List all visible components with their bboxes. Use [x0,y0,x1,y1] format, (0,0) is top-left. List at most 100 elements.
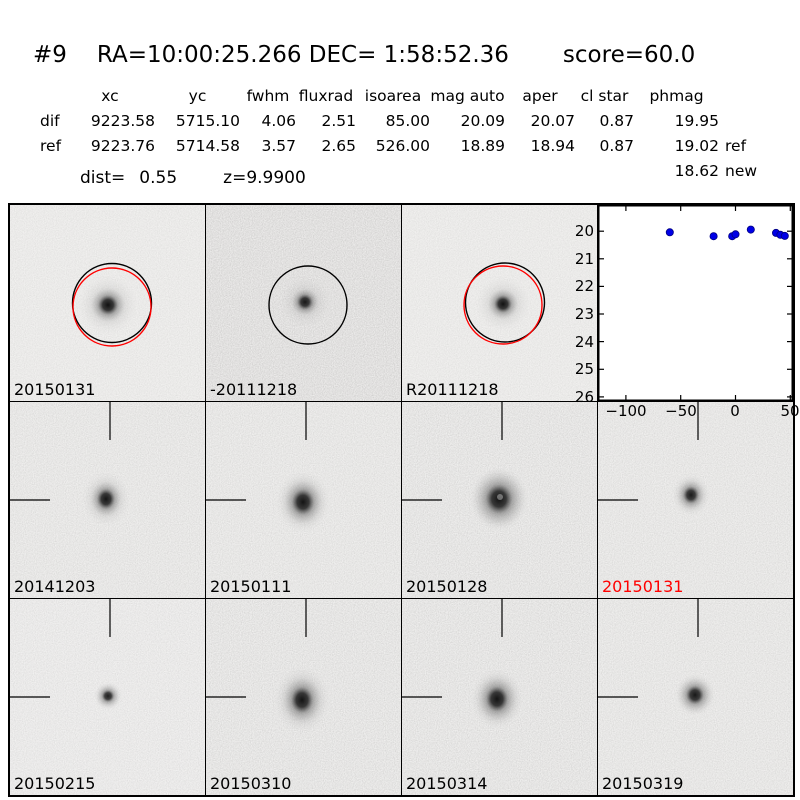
redshift-label: z= [223,168,247,188]
photometry-value: 0.87 [599,137,634,155]
lightcurve-plot: 20 21 22 23 24 25 26 −100 −50 0 50 [575,205,800,420]
empty-cell [575,162,634,187]
cutout-date-label: 20150215 [14,774,96,793]
cutout-date-label: 20150128 [406,577,488,596]
x-tick-label: −100 [605,402,647,420]
photometry-value: 2.65 [321,137,356,155]
x-tick-label: 50 [780,402,800,420]
row-label-spacer [40,87,65,112]
data-point [665,228,674,237]
photometry-value: 18.89 [460,137,505,155]
cutout-image [598,599,793,795]
photometry-value: 0.87 [599,112,634,130]
y-tick-label: 24 [574,333,594,351]
cutout-date-label: R20111218 [406,380,499,399]
row-label-spacer [40,162,65,187]
y-tick-label: 25 [574,360,594,378]
aperture-circle [463,265,543,345]
score-value: score=60.0 [562,42,696,68]
empty-cell [505,162,575,187]
suffix-spacer [719,87,779,112]
source-blob [672,474,710,516]
row-suffix: ref [725,137,747,155]
cutout-cell-20150111: 20150111 [206,402,401,598]
cutout-cell-20141203: 20141203 [10,402,205,598]
source-blob [276,471,330,533]
data-point [731,230,740,239]
cutout-date-label: 20150319 [602,774,684,793]
cutout-cell-20150215: 20150215 [10,599,205,795]
row-suffix [719,112,779,137]
cutout-cell-20150131: 20150131 [10,205,205,401]
empty-cell [356,162,430,187]
empty-cell [430,162,505,187]
source-blob [675,674,715,716]
photometry-value: 5714.58 [175,137,240,155]
cutout-image [10,205,205,401]
page-title: #9 RA=10:00:25.266 DEC= 1:58:52.36 score=6… [33,42,695,68]
cutout-image [402,402,597,598]
aperture-circle [268,265,348,345]
y-tick-label: 21 [574,250,594,268]
cutout-date-label: -20111218 [210,380,298,399]
photometry-value: 526.00 [375,137,430,155]
photometry-value: 4.06 [261,112,296,130]
photometry-extra-value: 18.62 [674,162,719,180]
column-header: phmag [649,87,704,105]
cutout-image [10,599,205,795]
photometry-value: 5715.10 [175,112,240,130]
cutout-cell-20150310: 20150310 [206,599,401,795]
redshift-value: 9.9900 [246,168,306,188]
aperture-circle [464,262,546,343]
cutout-date-label: 20150314 [406,774,488,793]
dist-value: 0.55 [139,168,178,188]
column-header: yc [188,87,207,105]
column-header: aper [522,87,558,105]
cutout-image [206,599,401,795]
cutout-date-label: 20141203 [14,577,96,596]
cutout-cell-20150131: 20150131 [598,402,793,598]
y-tick-label: 23 [574,305,594,323]
cutout-cell-20150314: 20150314 [402,599,597,795]
photometry-value: 9223.76 [90,137,155,155]
row-label: dif [40,112,60,130]
column-header: fwhm [246,87,290,105]
source-blob [471,669,523,729]
cutout-cell-20150319: 20150319 [598,599,793,795]
dist-line: dist= 0.55 z=9.9900 [80,168,306,188]
cutout-date-label: 20150131 [602,577,684,596]
source-blob [475,276,531,332]
dist-label: dist= [80,168,126,188]
cutout-date-label: 20150131 [14,380,96,399]
photometry-value: 20.07 [530,112,575,130]
column-header: isoarea [364,87,422,105]
column-header: mag auto [430,87,505,105]
cutout-image [206,205,401,401]
photometry-value: 2.51 [321,112,356,130]
photometry-value: 9223.58 [90,112,155,130]
source-blob [82,471,130,527]
photometry-value: 18.94 [530,137,575,155]
data-point [780,231,789,240]
source-blob [274,666,330,734]
lightcurve-canvas [598,205,793,401]
photometry-value: 3.57 [261,137,296,155]
photometry-value: 19.95 [674,112,719,130]
photometry-value: 20.09 [460,112,505,130]
source-blob [94,682,122,710]
data-point [746,225,755,234]
coordinates: RA=10:00:25.266 DEC= 1:58:52.36 [96,42,509,68]
column-header: fluxrad [298,87,354,105]
candidate-id: #9 [33,42,67,68]
source-blob [279,276,331,328]
row-label: ref [40,137,62,155]
y-tick-label: 22 [574,277,594,295]
column-header: xc [101,87,119,105]
x-tick-label: 0 [730,402,740,420]
cutout-cell--20111218: -20111218 [206,205,401,401]
cutout-cell-20150128: 20150128 [402,402,597,598]
data-point [709,232,718,241]
photometry-value: 19.02 [674,137,719,155]
aperture-circle [71,262,153,344]
cutout-date-label: 20150111 [210,577,292,596]
